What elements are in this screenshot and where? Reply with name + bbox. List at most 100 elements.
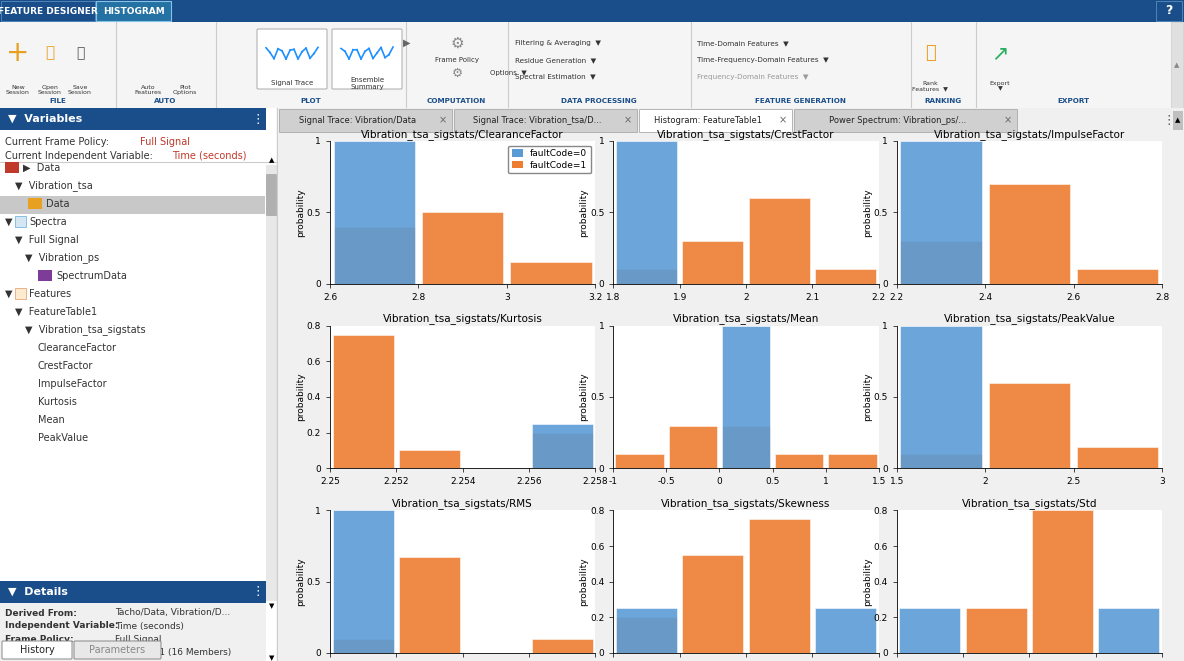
Text: Independent Variable:: Independent Variable: <box>5 621 118 631</box>
Bar <box>900 326 982 469</box>
Text: Auto
Features: Auto Features <box>135 85 161 95</box>
Text: Frame Policy:: Frame Policy: <box>5 635 73 644</box>
Text: Time-Domain Features  ▼: Time-Domain Features ▼ <box>697 40 789 46</box>
Y-axis label: probability: probability <box>296 188 305 237</box>
Y-axis label: probability: probability <box>296 373 305 421</box>
Title: Vibration_tsa_sigstats/ClearanceFactor: Vibration_tsa_sigstats/ClearanceFactor <box>361 129 564 139</box>
Text: HISTOGRAM: HISTOGRAM <box>103 7 165 15</box>
Text: RANKING: RANKING <box>925 98 961 104</box>
Text: ▼: ▼ <box>5 217 13 227</box>
FancyBboxPatch shape <box>257 29 327 89</box>
FancyBboxPatch shape <box>2 641 72 659</box>
Text: ClearanceFactor: ClearanceFactor <box>38 343 117 353</box>
Text: Time-Frequency-Domain Features  ▼: Time-Frequency-Domain Features ▼ <box>697 57 829 63</box>
FancyBboxPatch shape <box>38 270 52 281</box>
Text: ⋮: ⋮ <box>252 586 264 598</box>
Bar <box>721 426 771 469</box>
Text: Residue Generation  ▼: Residue Generation ▼ <box>515 57 597 63</box>
Title: Vibration_tsa_sigstats/PeakValue: Vibration_tsa_sigstats/PeakValue <box>944 313 1115 325</box>
Text: ▼: ▼ <box>5 289 13 299</box>
Title: Vibration_tsa_sigstats/ImpulseFactor: Vibration_tsa_sigstats/ImpulseFactor <box>934 129 1125 139</box>
Bar <box>333 334 393 469</box>
Text: ▼  FeatureTable1: ▼ FeatureTable1 <box>15 307 97 317</box>
FancyBboxPatch shape <box>1171 22 1183 108</box>
Title: Vibration_tsa_sigstats/Kurtosis: Vibration_tsa_sigstats/Kurtosis <box>382 313 542 325</box>
Bar <box>774 454 824 469</box>
Bar <box>532 424 593 469</box>
FancyBboxPatch shape <box>1156 1 1182 21</box>
Text: ×: × <box>1004 116 1012 126</box>
Bar <box>966 608 1027 653</box>
Bar <box>828 454 876 469</box>
Bar <box>682 241 744 284</box>
Text: ▼  Vibration_ps: ▼ Vibration_ps <box>25 253 99 264</box>
Text: Kurtosis: Kurtosis <box>38 397 77 407</box>
Text: Frequency-Domain Features  ▼: Frequency-Domain Features ▼ <box>697 74 809 80</box>
Text: Filtering & Averaging  ▼: Filtering & Averaging ▼ <box>515 40 601 46</box>
Text: 📊: 📊 <box>925 44 935 62</box>
Text: DATA PROCESSING: DATA PROCESSING <box>561 98 637 104</box>
Text: 💾: 💾 <box>76 46 84 60</box>
Bar <box>422 212 503 284</box>
FancyBboxPatch shape <box>96 1 170 21</box>
Text: ×: × <box>439 116 448 126</box>
Text: AUTO: AUTO <box>154 98 176 104</box>
Text: Time (seconds): Time (seconds) <box>115 621 184 631</box>
FancyBboxPatch shape <box>639 109 792 132</box>
Title: Vibration_tsa_sigstats/RMS: Vibration_tsa_sigstats/RMS <box>392 498 533 509</box>
Text: EXPORT: EXPORT <box>1057 98 1089 104</box>
Bar <box>399 451 461 469</box>
FancyBboxPatch shape <box>794 109 1017 132</box>
Bar <box>748 198 810 284</box>
Bar <box>989 383 1070 469</box>
Bar <box>989 184 1070 284</box>
Text: PLOT: PLOT <box>300 98 321 104</box>
Text: ⚙: ⚙ <box>450 36 464 50</box>
Text: New
Session: New Session <box>6 85 30 95</box>
Text: Derived From:: Derived From: <box>5 609 77 617</box>
Y-axis label: probability: probability <box>579 188 588 237</box>
FancyBboxPatch shape <box>15 288 26 299</box>
Text: FILE: FILE <box>49 98 66 104</box>
Text: ×: × <box>779 116 787 126</box>
Bar <box>616 141 677 284</box>
Text: Histogram: FeatureTable1: Histogram: FeatureTable1 <box>654 116 761 125</box>
Bar <box>900 454 982 469</box>
Text: Export
▼: Export ▼ <box>990 81 1010 91</box>
Text: Rank
Features  ▼: Rank Features ▼ <box>912 81 948 91</box>
Text: ▲: ▲ <box>269 157 275 163</box>
Text: Options  ▼: Options ▼ <box>490 70 527 76</box>
FancyBboxPatch shape <box>1 1 95 21</box>
FancyBboxPatch shape <box>0 108 266 130</box>
Bar <box>1077 270 1158 284</box>
Text: Mean: Mean <box>38 415 65 425</box>
Bar <box>1077 447 1158 469</box>
Text: Signal Trace: Signal Trace <box>271 80 313 86</box>
Bar <box>682 555 744 653</box>
FancyBboxPatch shape <box>453 109 637 132</box>
Bar <box>616 617 677 653</box>
Text: Plot
Options: Plot Options <box>173 85 198 95</box>
Text: ↗: ↗ <box>991 43 1009 63</box>
Y-axis label: probability: probability <box>579 373 588 421</box>
FancyBboxPatch shape <box>266 165 277 601</box>
FancyBboxPatch shape <box>1172 111 1183 130</box>
Text: ImpulseFactor: ImpulseFactor <box>38 379 107 389</box>
Bar <box>616 270 677 284</box>
Bar <box>748 520 810 653</box>
Text: Save
Session: Save Session <box>67 85 92 95</box>
Text: Features: Features <box>28 289 71 299</box>
Text: COMPUTATION: COMPUTATION <box>427 98 487 104</box>
Bar <box>334 227 414 284</box>
Text: Full Signal: Full Signal <box>140 137 189 147</box>
Bar <box>532 639 593 653</box>
Bar <box>616 608 677 653</box>
Y-axis label: probability: probability <box>296 557 305 606</box>
Text: ▶  Data: ▶ Data <box>22 163 60 173</box>
Text: Open
Session: Open Session <box>38 85 62 95</box>
Text: Dataset:: Dataset: <box>5 648 49 656</box>
FancyBboxPatch shape <box>15 216 26 227</box>
FancyBboxPatch shape <box>0 581 266 603</box>
Title: Vibration_tsa_sigstats/Skewness: Vibration_tsa_sigstats/Skewness <box>662 498 831 509</box>
Text: PeakValue: PeakValue <box>38 433 88 443</box>
